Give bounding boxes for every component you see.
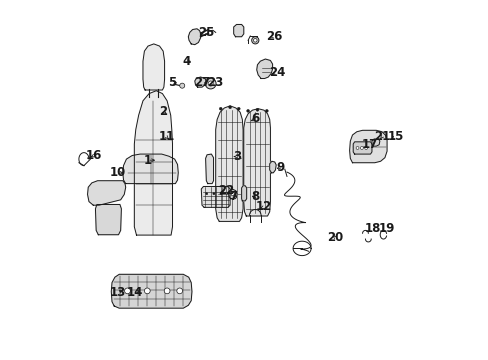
Text: 26: 26 xyxy=(265,30,282,42)
Circle shape xyxy=(205,78,216,89)
Polygon shape xyxy=(134,91,172,235)
Circle shape xyxy=(124,288,130,294)
Text: 3: 3 xyxy=(233,150,241,163)
Polygon shape xyxy=(241,186,246,201)
Text: 22: 22 xyxy=(217,184,233,197)
Text: 16: 16 xyxy=(86,149,102,162)
Circle shape xyxy=(208,81,213,86)
Polygon shape xyxy=(244,109,270,216)
Circle shape xyxy=(228,106,231,109)
Text: 7: 7 xyxy=(228,190,237,203)
Text: 2: 2 xyxy=(159,105,167,118)
Circle shape xyxy=(265,109,268,112)
Polygon shape xyxy=(188,29,200,45)
Polygon shape xyxy=(256,59,272,78)
Circle shape xyxy=(253,39,257,42)
Polygon shape xyxy=(371,139,379,146)
Circle shape xyxy=(179,83,184,88)
Circle shape xyxy=(256,108,258,111)
Polygon shape xyxy=(269,161,276,173)
Text: 8: 8 xyxy=(251,190,259,203)
Circle shape xyxy=(246,109,249,112)
Text: 27: 27 xyxy=(194,76,210,89)
Text: 9: 9 xyxy=(276,161,284,174)
Circle shape xyxy=(205,193,207,195)
Polygon shape xyxy=(95,204,121,235)
Circle shape xyxy=(360,147,363,149)
Polygon shape xyxy=(205,154,213,184)
Circle shape xyxy=(144,288,150,294)
Text: 15: 15 xyxy=(386,130,403,143)
Text: 4: 4 xyxy=(183,55,191,68)
Polygon shape xyxy=(142,44,164,90)
Text: 23: 23 xyxy=(207,76,224,89)
Circle shape xyxy=(164,288,170,294)
Polygon shape xyxy=(349,130,386,163)
Text: 13: 13 xyxy=(109,286,125,299)
Circle shape xyxy=(355,147,358,149)
Text: 5: 5 xyxy=(168,76,176,89)
Text: 19: 19 xyxy=(378,222,394,235)
Circle shape xyxy=(237,107,240,110)
Circle shape xyxy=(219,107,222,110)
Text: 18: 18 xyxy=(364,222,381,235)
Circle shape xyxy=(220,193,222,195)
Circle shape xyxy=(177,288,182,294)
Polygon shape xyxy=(352,142,371,154)
Polygon shape xyxy=(87,181,125,205)
Polygon shape xyxy=(228,189,237,199)
Text: 17: 17 xyxy=(361,138,377,151)
Text: 25: 25 xyxy=(197,26,214,39)
Polygon shape xyxy=(111,274,192,308)
Text: 14: 14 xyxy=(126,286,143,299)
Polygon shape xyxy=(201,186,230,207)
Circle shape xyxy=(212,193,215,195)
Text: 11: 11 xyxy=(158,130,174,143)
Text: 10: 10 xyxy=(109,166,125,179)
Polygon shape xyxy=(122,154,178,184)
Text: 6: 6 xyxy=(251,112,259,125)
Polygon shape xyxy=(215,106,243,221)
Text: 1: 1 xyxy=(143,154,151,167)
Polygon shape xyxy=(194,77,206,87)
Polygon shape xyxy=(233,24,244,37)
Text: 21: 21 xyxy=(373,130,389,143)
Circle shape xyxy=(364,147,367,149)
Text: 24: 24 xyxy=(268,66,285,78)
Circle shape xyxy=(231,192,234,196)
Circle shape xyxy=(251,37,258,44)
Text: 20: 20 xyxy=(326,231,343,244)
Text: 12: 12 xyxy=(255,201,271,213)
